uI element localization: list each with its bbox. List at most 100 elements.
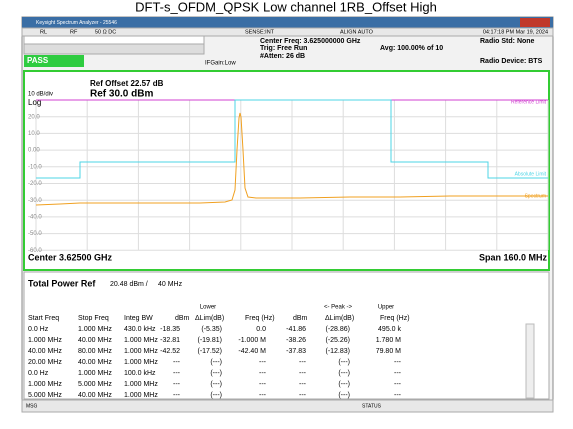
ref-level: Ref 30.0 dBm [90, 89, 153, 100]
column-header: Freq (Hz) [380, 315, 410, 322]
cell: (---) [338, 381, 350, 388]
cell: 1.000 MHz [124, 348, 158, 355]
summary-power: 20.48 dBm / [110, 281, 148, 288]
cell: 80.00 MHz [78, 348, 112, 355]
summary-bw: 40 MHz [158, 281, 183, 288]
cell: -42.40 M [238, 348, 266, 355]
cell: --- [394, 370, 402, 377]
column-header: dBm [293, 315, 308, 322]
cell: 1.000 MHz [124, 392, 158, 399]
cell: --- [259, 381, 267, 388]
trace-label: Reference Limit [511, 99, 547, 105]
absolute-limit [36, 99, 548, 179]
cell: --- [394, 359, 402, 366]
cell: 40.00 MHz [78, 392, 112, 399]
cell: 1.780 M [376, 337, 401, 344]
pass-box [24, 55, 84, 67]
cell: 5.000 MHz [28, 392, 62, 399]
cell: 40.00 MHz [78, 359, 112, 366]
msg: MSG [26, 403, 38, 409]
cell: (-25.26) [325, 337, 350, 344]
toolbar-item: 50 Ω DC [95, 29, 116, 35]
cell: 5.000 MHz [78, 381, 112, 388]
span: Span 160.0 MHz [479, 252, 548, 262]
column-header: Freq (Hz) [245, 315, 275, 322]
center: Center 3.62500 GHz [28, 252, 113, 262]
center-freq: Center Freq: 3.625000000 GHz [260, 38, 361, 45]
cell: --- [299, 370, 307, 377]
cell: 495.0 k [378, 326, 401, 333]
cell: --- [173, 370, 181, 377]
spectrum-trace [35, 112, 548, 206]
cell: (---) [210, 359, 222, 366]
cell: 1.000 MHz [28, 381, 62, 388]
toolbar-item: SENSE:INT [245, 29, 275, 35]
cell: 100.0 kHz [124, 370, 156, 377]
cell: -32.81 [160, 337, 180, 344]
cell: --- [394, 392, 402, 399]
y-label: -50.0 [28, 231, 42, 237]
toolbar [21, 27, 554, 37]
cell: 1.000 MHz [28, 337, 62, 344]
cell: --- [259, 392, 267, 399]
graticule [35, 99, 549, 251]
cell: --- [259, 370, 267, 377]
cell: --- [173, 381, 181, 388]
radio-std: Radio Std: None [480, 38, 535, 45]
cell: --- [299, 359, 307, 366]
scrollbar[interactable] [525, 323, 535, 399]
trace-label: Spectrum [525, 193, 546, 199]
column-header: Integ BW [124, 315, 153, 322]
cell: (-28.86) [325, 326, 350, 333]
cell: -1.000 M [238, 337, 266, 344]
group-header: Upper [378, 305, 394, 311]
column-header: Stop Freq [78, 315, 109, 322]
y-label: -30.0 [28, 198, 42, 204]
log: Log [28, 98, 41, 107]
scale: 10 dB/div [28, 92, 53, 98]
cell: (-12.83) [325, 348, 350, 355]
close-button[interactable] [520, 18, 550, 27]
cell: 40.00 MHz [28, 348, 62, 355]
cell: -37.83 [286, 348, 306, 355]
cell: 79.80 M [376, 348, 401, 355]
cell: 1.000 MHz [124, 359, 158, 366]
cell: 0.0 [256, 326, 266, 333]
status: PASS [27, 56, 49, 65]
ref-offset: Ref Offset 22.57 dB [90, 79, 164, 88]
cell: (---) [210, 370, 222, 377]
toolbar-item: RF [70, 29, 78, 35]
column-header: Start Freq [28, 315, 59, 322]
column-header: ΔLim(dB) [195, 315, 224, 322]
title-bar [22, 17, 553, 28]
trig: Trig: Free Run [260, 45, 307, 52]
y-label: -10.0 [28, 164, 42, 170]
column-header: dBm [175, 315, 190, 322]
field [23, 35, 205, 45]
summary-label: Total Power Ref [28, 278, 96, 288]
cell: (-5.35) [201, 326, 222, 333]
column-header: ΔLim(dB) [325, 315, 354, 322]
radio-device: Radio Device: BTS [480, 58, 543, 65]
cell: (---) [338, 359, 350, 366]
cell: (---) [210, 381, 222, 388]
cell: --- [394, 381, 402, 388]
toolbar-item: RL [40, 29, 47, 35]
cell: --- [299, 381, 307, 388]
status-label: STATUS [362, 403, 382, 409]
results-panel [23, 271, 550, 400]
field [23, 43, 205, 55]
cell: 20.00 MHz [28, 359, 62, 366]
cell: 0.0 Hz [28, 370, 49, 377]
cell: --- [259, 359, 267, 366]
cell: -18.35 [160, 326, 180, 333]
window-title: Keysight Spectrum Analyzer - 25546 [36, 20, 117, 26]
cell: (---) [210, 392, 222, 399]
cell: -41.86 [286, 326, 306, 333]
cell: (-19.81) [197, 337, 222, 344]
y-label: 20.0 [28, 114, 40, 120]
cell: 40.00 MHz [78, 337, 112, 344]
cell: 1.000 MHz [124, 381, 158, 388]
group-header: <- Peak -> [324, 305, 353, 311]
